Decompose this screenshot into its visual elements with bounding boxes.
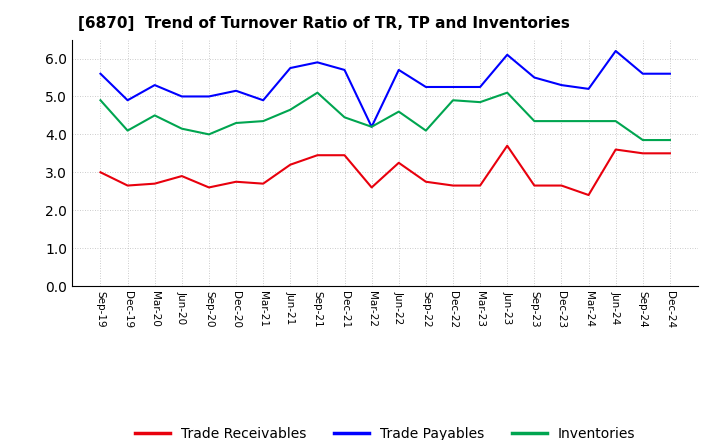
Inventories	[530, 118, 539, 124]
Text: [6870]  Trend of Turnover Ratio of TR, TP and Inventories: [6870] Trend of Turnover Ratio of TR, TP…	[78, 16, 570, 32]
Trade Receivables	[313, 153, 322, 158]
Inventories	[639, 137, 647, 143]
Inventories	[611, 118, 620, 124]
Inventories	[395, 109, 403, 114]
Trade Payables	[530, 75, 539, 80]
Trade Payables	[232, 88, 240, 93]
Trade Receivables	[421, 179, 430, 184]
Trade Receivables	[286, 162, 294, 167]
Trade Payables	[503, 52, 511, 57]
Inventories	[123, 128, 132, 133]
Inventories	[421, 128, 430, 133]
Trade Payables	[557, 82, 566, 88]
Inventories	[557, 118, 566, 124]
Trade Payables	[639, 71, 647, 77]
Trade Receivables	[123, 183, 132, 188]
Trade Receivables	[178, 173, 186, 179]
Trade Receivables	[584, 192, 593, 198]
Line: Trade Payables: Trade Payables	[101, 51, 670, 127]
Inventories	[150, 113, 159, 118]
Inventories	[286, 107, 294, 112]
Trade Receivables	[395, 160, 403, 165]
Trade Payables	[341, 67, 349, 73]
Trade Payables	[584, 86, 593, 92]
Trade Payables	[123, 98, 132, 103]
Trade Payables	[96, 71, 105, 77]
Trade Receivables	[96, 170, 105, 175]
Trade Payables	[367, 124, 376, 129]
Inventories	[313, 90, 322, 95]
Trade Receivables	[150, 181, 159, 186]
Inventories	[665, 137, 674, 143]
Trade Receivables	[341, 153, 349, 158]
Line: Inventories: Inventories	[101, 93, 670, 140]
Inventories	[584, 118, 593, 124]
Line: Trade Receivables: Trade Receivables	[101, 146, 670, 195]
Trade Receivables	[232, 179, 240, 184]
Trade Payables	[286, 66, 294, 71]
Trade Payables	[421, 84, 430, 90]
Trade Payables	[476, 84, 485, 90]
Trade Receivables	[530, 183, 539, 188]
Inventories	[96, 98, 105, 103]
Inventories	[178, 126, 186, 131]
Inventories	[204, 132, 213, 137]
Trade Receivables	[557, 183, 566, 188]
Trade Receivables	[367, 185, 376, 190]
Trade Receivables	[665, 150, 674, 156]
Trade Payables	[204, 94, 213, 99]
Trade Receivables	[204, 185, 213, 190]
Inventories	[232, 121, 240, 126]
Trade Payables	[178, 94, 186, 99]
Legend: Trade Receivables, Trade Payables, Inventories: Trade Receivables, Trade Payables, Inven…	[130, 421, 641, 440]
Trade Receivables	[476, 183, 485, 188]
Trade Payables	[449, 84, 457, 90]
Inventories	[367, 124, 376, 129]
Trade Receivables	[611, 147, 620, 152]
Inventories	[259, 118, 268, 124]
Trade Receivables	[259, 181, 268, 186]
Trade Receivables	[503, 143, 511, 148]
Trade Payables	[150, 82, 159, 88]
Inventories	[449, 98, 457, 103]
Inventories	[503, 90, 511, 95]
Trade Payables	[259, 98, 268, 103]
Trade Payables	[611, 48, 620, 54]
Trade Receivables	[449, 183, 457, 188]
Inventories	[476, 99, 485, 105]
Trade Payables	[395, 67, 403, 73]
Trade Payables	[313, 60, 322, 65]
Inventories	[341, 115, 349, 120]
Trade Receivables	[639, 150, 647, 156]
Trade Payables	[665, 71, 674, 77]
